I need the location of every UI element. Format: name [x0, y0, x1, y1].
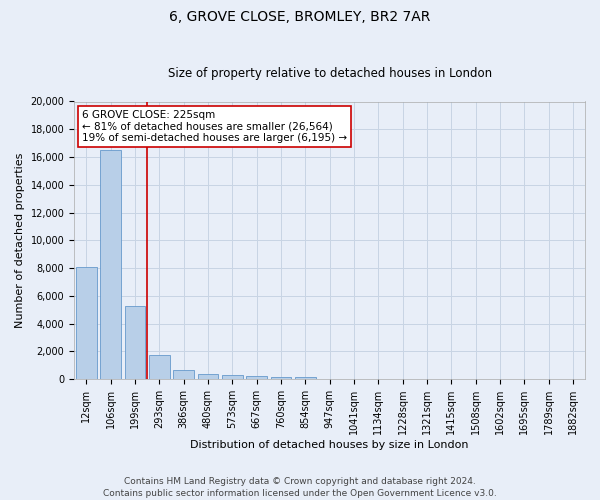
Bar — [100, 150, 121, 379]
Title: Size of property relative to detached houses in London: Size of property relative to detached ho… — [167, 66, 491, 80]
Bar — [149, 355, 170, 379]
Bar — [197, 374, 218, 379]
Bar — [295, 378, 316, 379]
X-axis label: Distribution of detached houses by size in London: Distribution of detached houses by size … — [190, 440, 469, 450]
Bar — [173, 370, 194, 379]
Bar — [222, 376, 242, 379]
Text: 6 GROVE CLOSE: 225sqm
← 81% of detached houses are smaller (26,564)
19% of semi-: 6 GROVE CLOSE: 225sqm ← 81% of detached … — [82, 110, 347, 143]
Bar — [125, 306, 145, 379]
Y-axis label: Number of detached properties: Number of detached properties — [15, 152, 25, 328]
Bar — [246, 376, 267, 379]
Text: Contains HM Land Registry data © Crown copyright and database right 2024.
Contai: Contains HM Land Registry data © Crown c… — [103, 476, 497, 498]
Bar — [76, 266, 97, 379]
Bar — [271, 377, 291, 379]
Text: 6, GROVE CLOSE, BROMLEY, BR2 7AR: 6, GROVE CLOSE, BROMLEY, BR2 7AR — [169, 10, 431, 24]
